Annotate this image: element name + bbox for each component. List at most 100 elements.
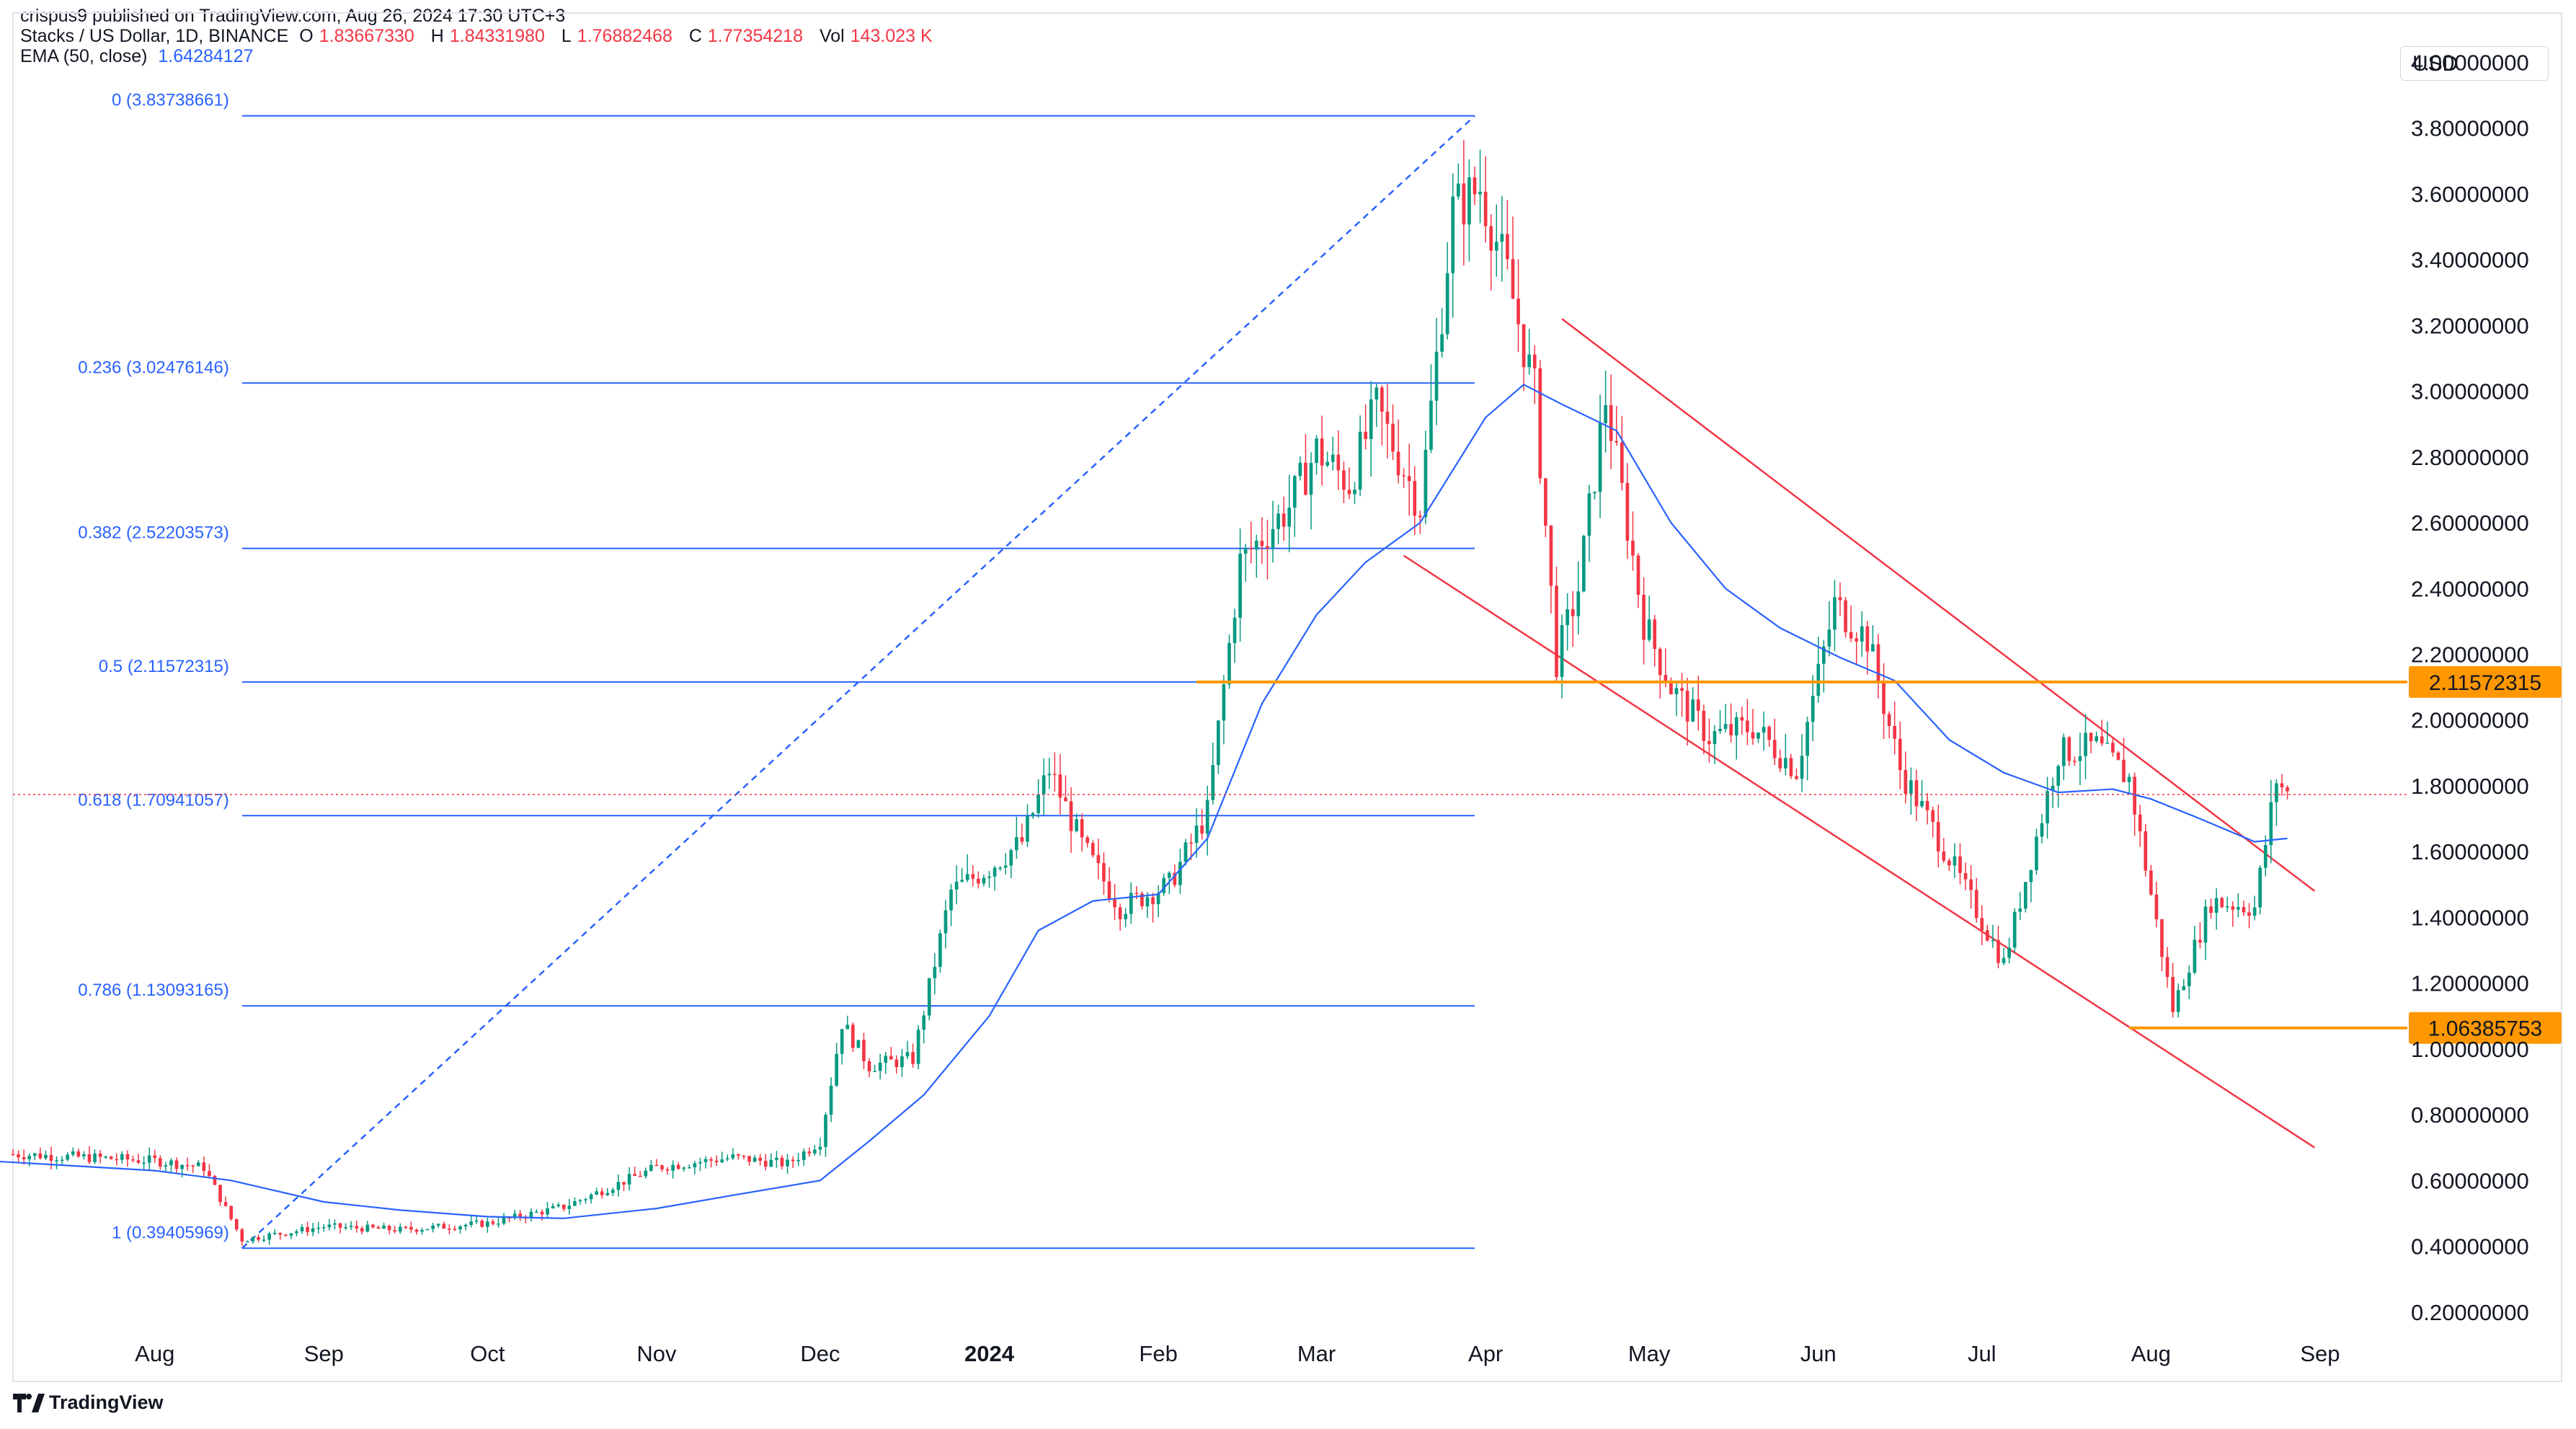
candle-body	[27, 1156, 32, 1159]
candle-body	[1325, 461, 1330, 466]
candle-body	[1276, 513, 1280, 529]
time-tick-label: Nov	[636, 1341, 677, 1366]
ema50-line	[0, 384, 2288, 1219]
candle-body	[1167, 872, 1171, 878]
candle-body	[1740, 717, 1744, 721]
candle-body	[425, 1229, 430, 1231]
candle-body	[780, 1157, 784, 1167]
candle-body	[1816, 663, 1821, 696]
candle-body	[1091, 843, 1095, 856]
candle-body	[720, 1159, 724, 1163]
candle-body	[2160, 919, 2164, 957]
price-tick-label: 0.40000000	[2411, 1234, 2529, 1260]
candle-body	[725, 1158, 729, 1159]
candle-body	[2231, 906, 2235, 910]
price-tick-label: 1.20000000	[2411, 971, 2529, 996]
fib-level-label: 1 (0.39405969)	[112, 1223, 229, 1242]
candle-body	[2225, 906, 2229, 908]
candle-body	[49, 1154, 53, 1162]
candle-body	[801, 1151, 806, 1160]
horizontal-level-tag	[2409, 1012, 2562, 1044]
candle-body	[1876, 644, 1880, 683]
candle-body	[1685, 691, 1689, 722]
candle-body	[491, 1221, 495, 1224]
candle-body	[1947, 860, 1951, 866]
candle-body	[949, 889, 953, 911]
candle-body	[1015, 837, 1018, 851]
candle-body	[2127, 777, 2131, 782]
candle-body	[2100, 736, 2104, 744]
candle-body	[1767, 727, 1771, 740]
candle-body	[1134, 893, 1139, 894]
candle-body	[1893, 726, 1897, 739]
candle-body	[251, 1236, 255, 1242]
candle-body	[1860, 626, 1864, 642]
candle-body	[2040, 823, 2044, 837]
candle-body	[289, 1233, 293, 1236]
candle-body	[1238, 553, 1242, 618]
candle-body	[1217, 720, 1220, 766]
candle-body	[2116, 752, 2120, 760]
candle-body	[933, 966, 937, 978]
candle-body	[1194, 826, 1199, 844]
candle-body	[1407, 476, 1411, 482]
candle-body	[1587, 493, 1591, 536]
candle-body	[393, 1230, 397, 1232]
price-tick-label: 1.00000000	[2411, 1037, 2529, 1062]
candle-body	[1020, 837, 1024, 842]
candle-body	[502, 1217, 506, 1224]
candle-body	[1271, 528, 1275, 549]
candle-body	[1631, 540, 1635, 556]
candle-body	[1576, 591, 1581, 616]
candle-body	[1489, 226, 1493, 251]
candle-body	[98, 1153, 102, 1157]
candle-body	[1522, 324, 1526, 368]
candle-body	[829, 1085, 833, 1115]
candle-body	[1795, 776, 1798, 779]
candle-body	[840, 1029, 844, 1054]
candle-body	[1047, 774, 1052, 776]
candle-body	[387, 1226, 391, 1231]
candle-body	[998, 867, 1003, 869]
tradingview-logo[interactable]: TradingView	[13, 1392, 164, 1414]
candle-body	[1882, 682, 1886, 714]
candle-body	[1183, 842, 1188, 862]
candle-body	[1560, 625, 1564, 678]
candle-body	[2084, 733, 2087, 756]
candle-body	[813, 1149, 817, 1154]
candle-body	[1413, 481, 1417, 516]
symbol-title: Stacks / US Dollar, 1D, BINANCE	[20, 26, 289, 46]
price-tick-label: 2.20000000	[2411, 642, 2529, 667]
candle-body	[300, 1226, 304, 1231]
fib-level-label: 0.5 (2.11572315)	[99, 657, 229, 676]
candle-body	[600, 1191, 604, 1195]
candle-body	[546, 1208, 549, 1215]
candle-body	[2237, 907, 2240, 910]
candle-body	[1838, 597, 1842, 601]
candle-body	[1800, 756, 1804, 779]
price-tick-label: 0.60000000	[2411, 1168, 2529, 1193]
candle-body	[1555, 585, 1558, 678]
currency-button[interactable]: USD	[2400, 46, 2549, 81]
candle-body	[2138, 814, 2142, 831]
candle-body	[1958, 856, 1962, 873]
candle-body	[1985, 930, 1989, 941]
candle-body	[971, 874, 975, 879]
candle-body	[38, 1153, 43, 1159]
candle-body	[633, 1174, 637, 1176]
candle-body	[1003, 865, 1008, 868]
candle-body	[960, 880, 964, 882]
candle-body	[1909, 780, 1913, 794]
candle-body	[1041, 775, 1046, 795]
candle-body	[1009, 850, 1013, 866]
candle-body	[2067, 737, 2071, 761]
candle-body	[561, 1204, 566, 1209]
price-tick-label: 0.80000000	[2411, 1102, 2529, 1128]
candle-body	[1374, 387, 1379, 400]
time-tick-label: Mar	[1297, 1341, 1336, 1366]
candle-body	[1434, 351, 1439, 401]
candle-body	[2252, 907, 2257, 916]
candle-body	[627, 1174, 631, 1185]
candle-body	[2275, 783, 2278, 802]
